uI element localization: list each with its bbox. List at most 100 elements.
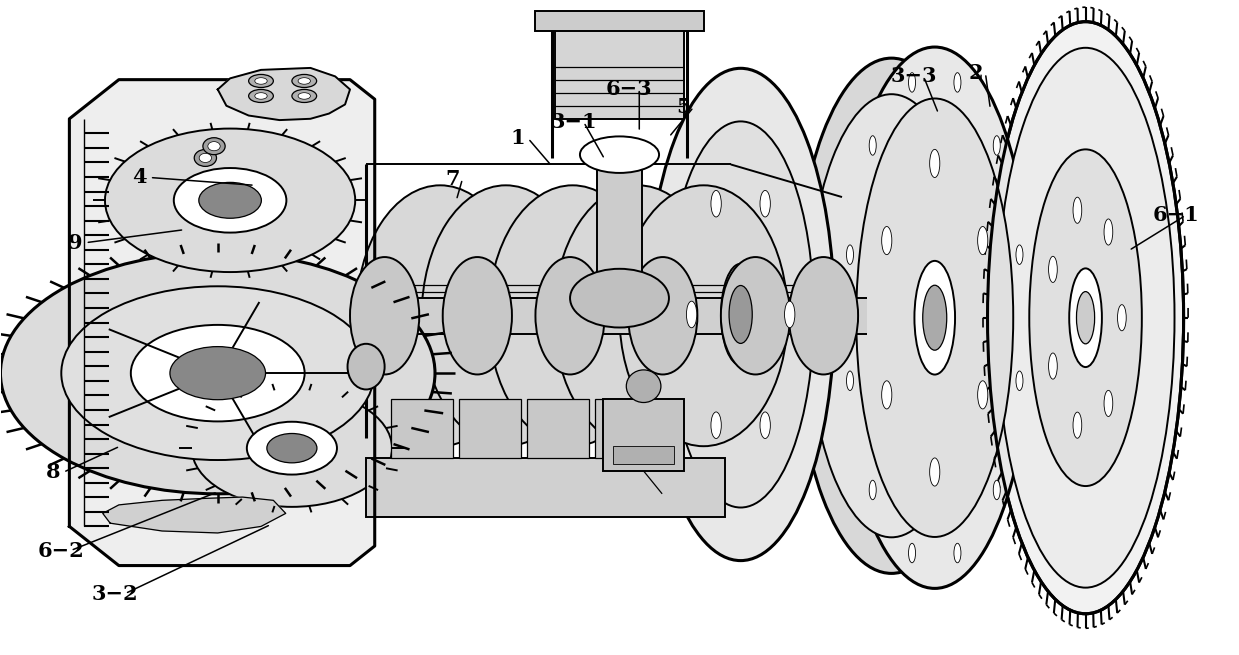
Bar <box>597 158 642 298</box>
Ellipse shape <box>721 264 761 365</box>
Ellipse shape <box>1030 149 1142 486</box>
Polygon shape <box>103 497 286 533</box>
Ellipse shape <box>442 257 512 375</box>
Ellipse shape <box>626 370 660 403</box>
Ellipse shape <box>1073 197 1082 223</box>
Ellipse shape <box>249 90 274 102</box>
Ellipse shape <box>0 252 435 494</box>
Ellipse shape <box>908 73 916 92</box>
Bar <box>458 400 520 458</box>
Bar <box>555 28 684 119</box>
Ellipse shape <box>729 286 752 343</box>
Ellipse shape <box>1069 269 1101 367</box>
Ellipse shape <box>929 458 940 486</box>
Ellipse shape <box>195 149 217 166</box>
Ellipse shape <box>668 121 814 508</box>
Ellipse shape <box>996 48 1175 588</box>
Ellipse shape <box>760 412 771 438</box>
Ellipse shape <box>620 185 788 446</box>
Ellipse shape <box>347 344 384 390</box>
Ellipse shape <box>978 227 987 255</box>
Ellipse shape <box>882 381 892 409</box>
Ellipse shape <box>203 138 225 155</box>
Ellipse shape <box>266 434 317 463</box>
Text: 2: 2 <box>968 63 983 83</box>
Ellipse shape <box>356 185 524 446</box>
Ellipse shape <box>255 78 268 84</box>
Bar <box>359 298 867 334</box>
Ellipse shape <box>192 390 392 507</box>
Bar <box>595 400 657 458</box>
Ellipse shape <box>199 153 212 162</box>
Bar <box>390 400 452 458</box>
Polygon shape <box>218 68 349 120</box>
Text: 3−2: 3−2 <box>92 584 139 604</box>
Ellipse shape <box>292 90 317 102</box>
Text: 4: 4 <box>133 168 147 187</box>
Ellipse shape <box>1016 245 1023 265</box>
Ellipse shape <box>1104 390 1113 417</box>
Text: 5: 5 <box>676 97 691 117</box>
Ellipse shape <box>870 136 876 155</box>
Bar <box>603 400 684 471</box>
Ellipse shape <box>923 285 947 350</box>
Ellipse shape <box>173 168 286 233</box>
Ellipse shape <box>1048 256 1057 282</box>
Ellipse shape <box>170 346 265 400</box>
Ellipse shape <box>846 245 854 265</box>
Bar <box>527 400 589 458</box>
Ellipse shape <box>789 257 859 375</box>
Ellipse shape <box>535 257 605 375</box>
Ellipse shape <box>349 257 419 375</box>
Ellipse shape <box>1077 291 1094 344</box>
Ellipse shape <box>1118 305 1126 331</box>
Ellipse shape <box>978 381 987 409</box>
Ellipse shape <box>255 93 268 99</box>
Ellipse shape <box>1073 412 1082 438</box>
Ellipse shape <box>838 47 1032 588</box>
Ellipse shape <box>61 286 374 460</box>
Ellipse shape <box>208 141 221 151</box>
Ellipse shape <box>994 136 1000 155</box>
Ellipse shape <box>870 480 876 500</box>
Ellipse shape <box>954 543 961 563</box>
Ellipse shape <box>299 93 311 99</box>
Ellipse shape <box>1016 371 1023 390</box>
Text: 3−1: 3−1 <box>550 112 597 132</box>
Ellipse shape <box>488 185 657 446</box>
Ellipse shape <box>554 185 722 446</box>
Ellipse shape <box>198 182 261 218</box>
Ellipse shape <box>105 128 356 272</box>
Ellipse shape <box>808 94 975 537</box>
Ellipse shape <box>929 149 940 178</box>
Text: 1: 1 <box>510 128 525 148</box>
Ellipse shape <box>711 412 721 438</box>
Ellipse shape <box>987 22 1183 614</box>
Text: 6−2: 6−2 <box>37 540 84 561</box>
Ellipse shape <box>882 227 892 255</box>
Ellipse shape <box>580 136 659 173</box>
Ellipse shape <box>908 543 916 563</box>
Text: 6−3: 6−3 <box>606 79 653 100</box>
Ellipse shape <box>856 98 1014 537</box>
Bar <box>366 458 725 517</box>
Ellipse shape <box>784 301 795 328</box>
Ellipse shape <box>846 371 854 390</box>
Text: 9: 9 <box>68 233 83 253</box>
Ellipse shape <box>914 261 955 375</box>
Ellipse shape <box>1048 353 1057 379</box>
Ellipse shape <box>686 301 696 328</box>
Ellipse shape <box>299 78 311 84</box>
Ellipse shape <box>570 269 669 328</box>
Ellipse shape <box>247 422 337 475</box>
Ellipse shape <box>292 75 317 88</box>
Ellipse shape <box>628 257 698 375</box>
Text: 6−1: 6−1 <box>1152 205 1199 225</box>
Ellipse shape <box>647 68 834 561</box>
Text: 3−3: 3−3 <box>891 66 937 86</box>
Ellipse shape <box>760 191 771 217</box>
Bar <box>535 11 704 31</box>
Ellipse shape <box>131 325 305 421</box>
Ellipse shape <box>421 185 590 446</box>
Ellipse shape <box>994 480 1000 500</box>
